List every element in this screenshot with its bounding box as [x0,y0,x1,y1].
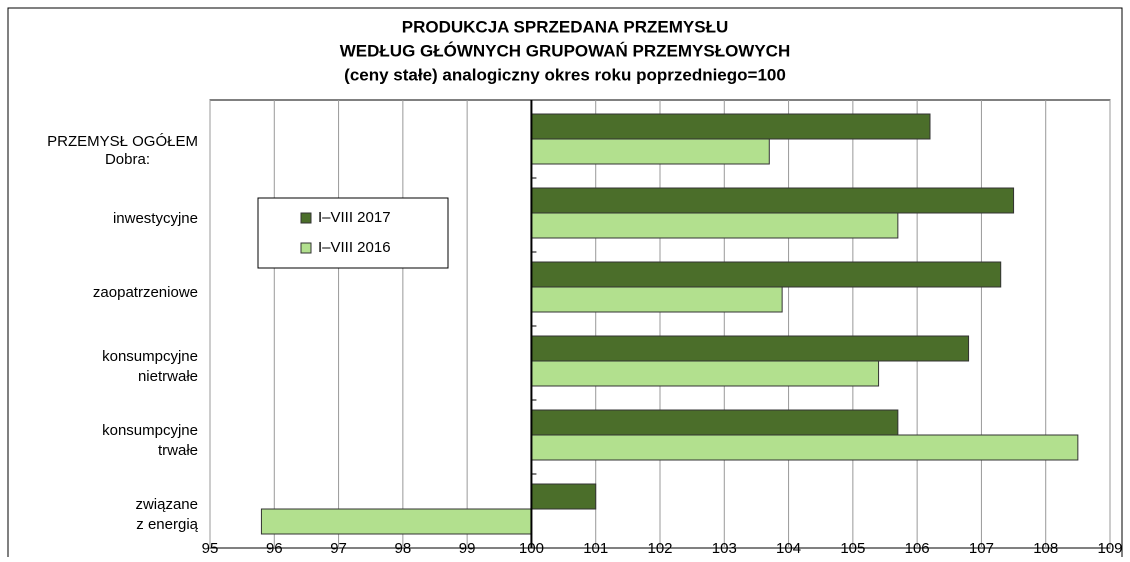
x-tick-label: 102 [647,540,672,557]
x-tick-label: 95 [202,540,219,557]
bar [530,409,899,436]
legend-label: I–VIII 2017 [318,209,391,226]
y-tick-label: inwestycyjne [113,210,198,227]
x-tick-label: 105 [840,540,865,557]
chart-title: PRODUKCJA SPRZEDANA PRZEMYSŁU [402,17,729,36]
y-tick-label: PRZEMYSŁ OGÓŁEM [47,133,198,150]
x-tick-label: 108 [1033,540,1058,557]
bar [530,434,1079,461]
x-tick-label: 104 [776,540,801,557]
bar [530,360,880,387]
legend-swatch [300,212,312,224]
bar [530,483,597,510]
bar [530,138,770,165]
y-tick-label: zaopatrzeniowe [93,284,198,301]
annotation: Dobra: [105,151,150,168]
bar [530,261,1002,288]
x-tick-label: 98 [395,540,412,557]
x-tick-label: 106 [905,540,930,557]
legend-box [257,197,449,269]
legend-label: I–VIII 2016 [318,239,391,256]
y-tick-label: związane z energią [135,496,198,533]
bar [530,286,783,313]
bar [530,335,970,362]
legend-swatch [300,242,312,254]
x-tick-label: 96 [266,540,283,557]
x-tick-label: 100 [519,540,544,557]
x-tick-label: 101 [583,540,608,557]
x-tick-label: 97 [330,540,347,557]
bar [530,187,1015,214]
y-tick-label: konsumpcyjne trwałe [102,422,198,459]
bar [530,113,931,140]
chart-subtitle: (ceny stałe) analogiczny okres roku popr… [344,65,786,84]
y-tick-label: konsumpcyjne nietrwałe [102,348,198,385]
chart-title: WEDŁUG GŁÓWNYCH GRUPOWAŃ PRZEMYSŁOWYCH [340,41,790,60]
x-tick-label: 99 [459,540,476,557]
bar [530,212,899,239]
bar [260,508,532,535]
x-tick-label: 107 [969,540,994,557]
x-tick-label: 103 [712,540,737,557]
x-tick-label: 109 [1097,540,1122,557]
chart-frame [7,7,1123,562]
